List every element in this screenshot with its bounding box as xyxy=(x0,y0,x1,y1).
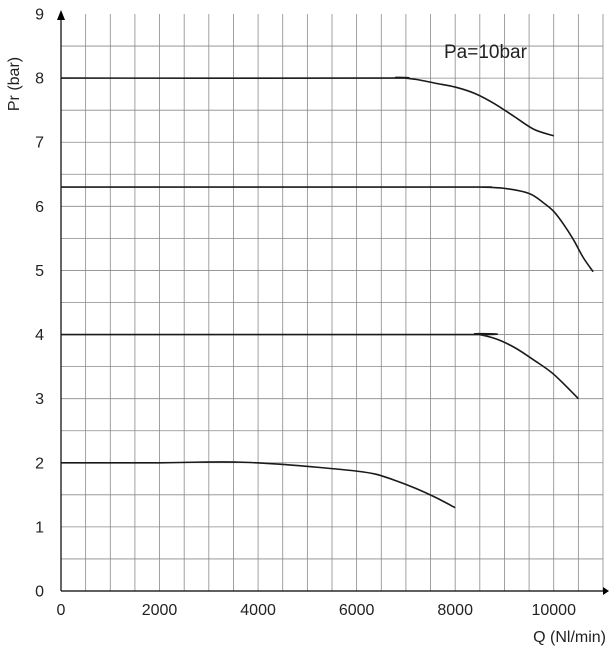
x-tick-label: 2000 xyxy=(142,602,178,619)
series-lines xyxy=(60,76,594,509)
y-tick-label: 4 xyxy=(35,327,44,344)
y-tick-label: 2 xyxy=(35,455,44,472)
y-tick-label: 0 xyxy=(35,584,44,601)
pressure-annotation: Pa=10bar xyxy=(444,42,528,63)
y-tick-label: 6 xyxy=(35,199,44,216)
series-line-3 xyxy=(60,332,579,400)
axes xyxy=(57,10,609,595)
y-tick-label: 1 xyxy=(35,519,44,536)
x-tick-label: 6000 xyxy=(339,602,375,619)
y-tick-labels: 0 1 2 3 4 5 6 7 8 9 xyxy=(35,7,44,601)
y-axis-arrow xyxy=(57,10,65,20)
grid xyxy=(61,14,604,591)
x-tick-label: 4000 xyxy=(240,602,276,619)
x-tick-label: 0 xyxy=(57,602,66,619)
x-axis-title: Q (Nl/min) xyxy=(533,629,606,646)
y-tick-label: 5 xyxy=(35,263,44,280)
series-line-4 xyxy=(60,461,456,509)
x-tick-label: 8000 xyxy=(437,602,473,619)
y-tick-label: 3 xyxy=(35,391,44,408)
x-tick-labels: 0 2000 4000 6000 8000 10000 xyxy=(57,602,577,619)
y-tick-label: 9 xyxy=(35,7,44,24)
x-axis-arrow xyxy=(603,587,609,595)
x-tick-label: 10000 xyxy=(531,602,576,619)
series-line-1 xyxy=(60,76,554,137)
y-tick-label: 7 xyxy=(35,135,44,152)
y-axis-title: Pr (bar) xyxy=(6,57,23,111)
series-line-2 xyxy=(61,186,594,273)
y-tick-label: 8 xyxy=(35,71,44,88)
